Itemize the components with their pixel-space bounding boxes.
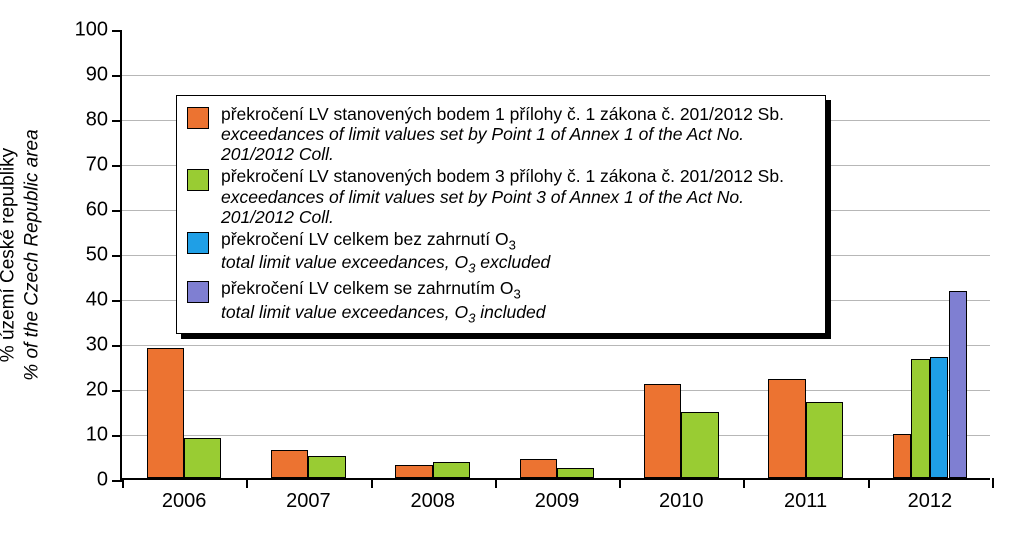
y-tick-label: 60	[86, 199, 108, 222]
y-axis-label-cz: % území České republiky	[0, 148, 18, 362]
bar-lv_point3	[806, 402, 843, 479]
x-tick	[122, 478, 124, 488]
y-tick	[112, 30, 122, 32]
bar-lv_point1	[520, 459, 557, 478]
legend-swatch	[187, 232, 209, 254]
x-category-label: 2009	[535, 490, 580, 513]
x-tick	[371, 478, 373, 488]
bar-lv_point1	[395, 465, 432, 478]
bar-lv_point3	[433, 462, 470, 478]
x-tick	[619, 478, 621, 488]
x-tick	[246, 478, 248, 488]
legend-row-lv_total_ex_o3: překročení LV celkem bez zahrnutí O3tota…	[187, 229, 815, 276]
x-category-label: 2011	[784, 490, 827, 513]
legend-swatch	[187, 107, 209, 129]
x-category-label: 2010	[659, 490, 704, 513]
bar-lv_point1	[147, 348, 184, 479]
legend-label: překročení LV celkem bez zahrnutí O3tota…	[221, 229, 550, 276]
y-tick-label: 70	[86, 154, 108, 177]
y-tick	[112, 255, 122, 257]
gridline	[122, 435, 990, 436]
y-tick-label: 80	[86, 109, 108, 132]
legend-swatch	[187, 281, 209, 303]
y-axis-label-en: % of the Czech Republic area	[21, 129, 42, 380]
gridline	[122, 390, 990, 391]
y-axis-label: % území České republiky % of the Czech R…	[0, 129, 44, 380]
y-tick	[112, 165, 122, 167]
x-tick	[495, 478, 497, 488]
y-tick-label: 100	[75, 19, 108, 42]
y-tick	[112, 75, 122, 77]
y-tick-label: 40	[86, 289, 108, 312]
bar-lv_point3	[911, 359, 930, 478]
x-category-label: 2012	[908, 490, 953, 513]
x-tick	[868, 478, 870, 488]
y-tick-label: 90	[86, 64, 108, 87]
x-category-label: 2006	[162, 490, 207, 513]
y-tick-label: 10	[86, 424, 108, 447]
legend-row-lv_point3: překročení LV stanovených bodem 3 příloh…	[187, 166, 815, 226]
bar-lv_point1	[893, 434, 912, 478]
legend-label: překročení LV stanovených bodem 3 příloh…	[221, 166, 815, 226]
y-tick-label: 30	[86, 334, 108, 357]
legend-label: překročení LV celkem se zahrnutím O3tota…	[221, 278, 545, 325]
y-tick	[112, 120, 122, 122]
bar-lv_point3	[681, 412, 718, 478]
bar-lv_total_inc_o3	[949, 291, 968, 478]
x-category-label: 2007	[286, 490, 331, 513]
legend-row-lv_point1: překročení LV stanovených bodem 1 příloh…	[187, 104, 815, 164]
bar-lv_point1	[271, 450, 308, 478]
y-tick	[112, 435, 122, 437]
legend-box: překročení LV stanovených bodem 1 příloh…	[176, 95, 826, 334]
y-tick	[112, 480, 122, 482]
y-tick	[112, 345, 122, 347]
gridline	[122, 75, 990, 76]
bar-lv_point1	[768, 379, 805, 478]
y-tick-label: 20	[86, 379, 108, 402]
legend-row-lv_total_inc_o3: překročení LV celkem se zahrnutím O3tota…	[187, 278, 815, 325]
y-tick	[112, 300, 122, 302]
x-tick	[743, 478, 745, 488]
bar-lv_point3	[557, 468, 594, 478]
y-tick	[112, 210, 122, 212]
x-tick	[992, 478, 994, 488]
legend-label: překročení LV stanovených bodem 1 příloh…	[221, 104, 815, 164]
bar-lv_total_ex_o3	[930, 357, 949, 478]
y-tick-label: 50	[86, 244, 108, 267]
chart-container: % území České republiky % of the Czech R…	[0, 0, 1024, 539]
legend-swatch	[187, 169, 209, 191]
bar-lv_point3	[308, 456, 345, 479]
bar-lv_point1	[644, 384, 681, 479]
y-tick-label: 0	[97, 469, 108, 492]
bar-lv_point3	[184, 438, 221, 479]
gridline	[122, 345, 990, 346]
x-category-label: 2008	[410, 490, 455, 513]
y-tick	[112, 390, 122, 392]
